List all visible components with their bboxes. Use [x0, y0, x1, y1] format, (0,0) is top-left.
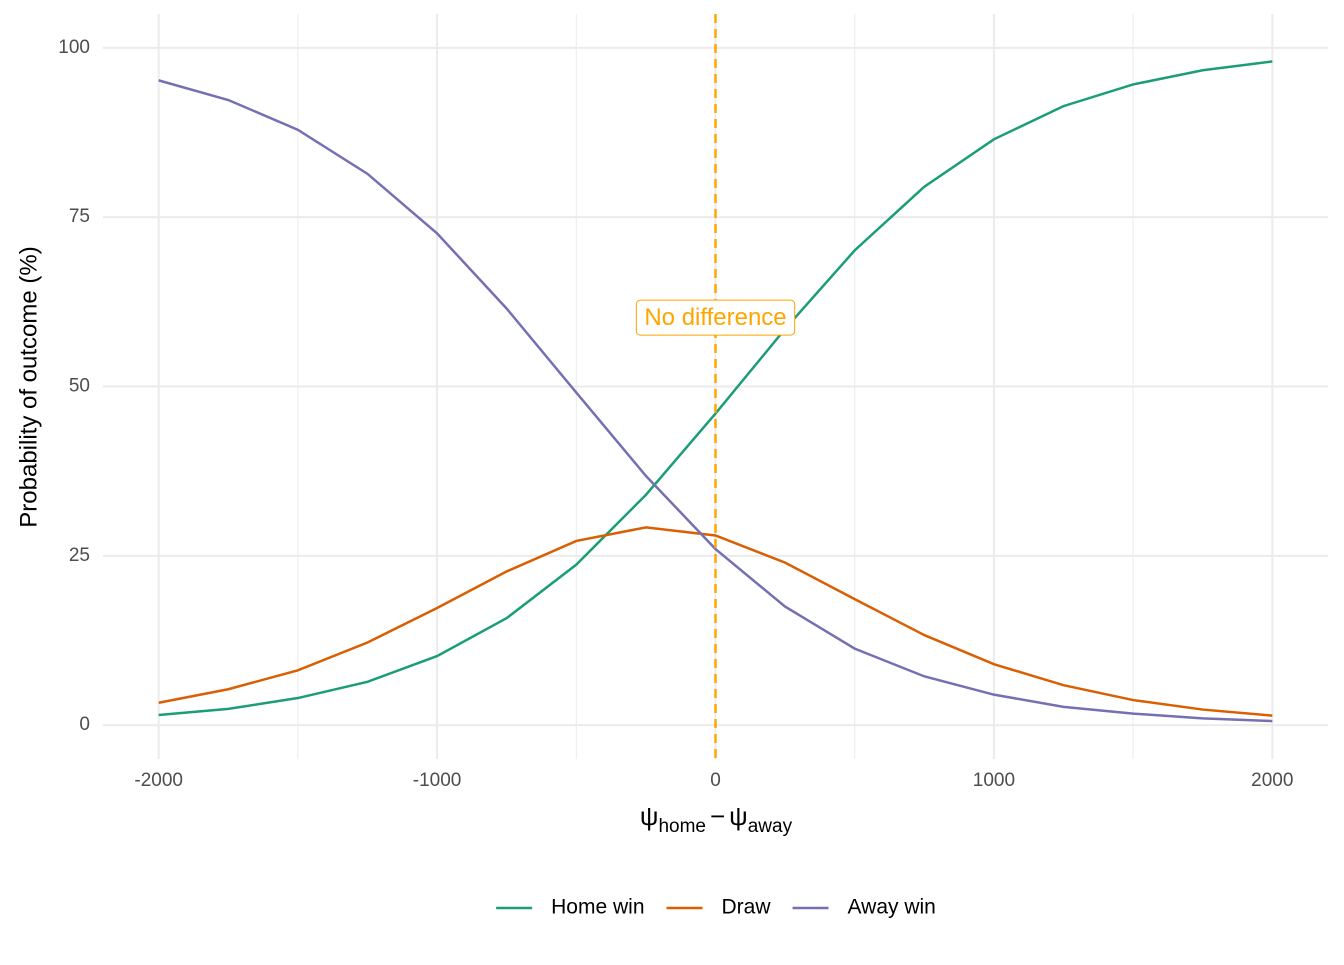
legend-label: Away win — [848, 896, 936, 919]
legend: Home win Draw Away win — [496, 896, 936, 919]
series-line — [158, 79, 1273, 723]
series-line — [158, 526, 1273, 717]
x-axis-label: ψhome − ψaway — [640, 801, 793, 837]
annotation-label: No difference — [644, 304, 786, 331]
series-line — [158, 60, 1273, 717]
x-label-part: ψ — [640, 801, 659, 831]
x-tick-label: 1000 — [973, 770, 1015, 791]
legend-label: Home win — [551, 896, 644, 919]
y-tick-label: 75 — [69, 206, 90, 227]
x-tick-label: -2000 — [134, 770, 183, 791]
legend-label: Draw — [722, 896, 772, 919]
x-label-part: ψ — [729, 801, 748, 831]
x-label-part: − — [710, 801, 725, 831]
y-tick-label: 0 — [79, 714, 90, 735]
x-tick-label: -1000 — [413, 770, 462, 791]
y-tick-label: 25 — [69, 545, 90, 566]
x-label-part: away — [748, 816, 793, 837]
y-tick-label: 50 — [69, 376, 90, 397]
annotation-box — [635, 299, 796, 336]
x-label-part: home — [658, 816, 706, 837]
x-tick-label: 0 — [710, 770, 721, 791]
y-tick-label: 100 — [58, 37, 90, 58]
x-tick-label: 2000 — [1251, 770, 1293, 791]
y-axis-label: Probability of outcome (%) — [15, 246, 42, 527]
